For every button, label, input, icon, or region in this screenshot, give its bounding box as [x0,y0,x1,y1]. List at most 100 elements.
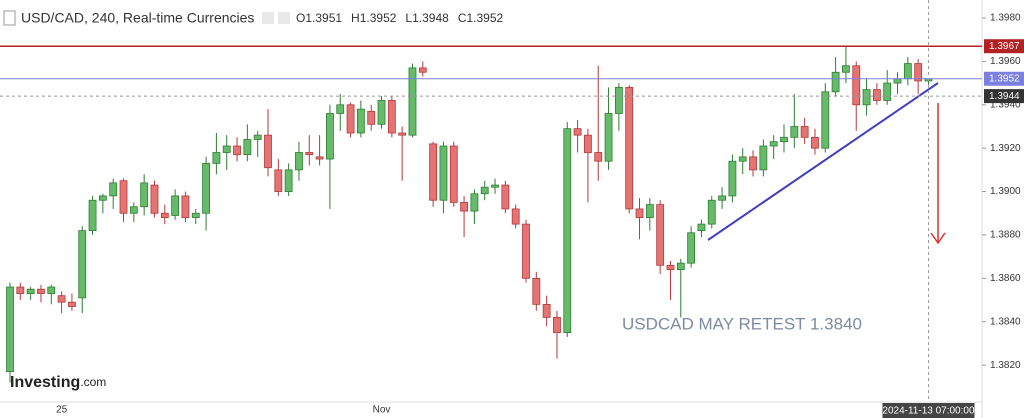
candle-body [212,152,221,164]
candle-body [57,295,66,303]
icon [3,10,16,26]
candle-body [676,262,685,271]
candle-body [243,139,252,156]
candle-body [553,316,561,333]
candle-body [656,204,665,266]
logo-text: Investing [10,374,80,391]
candle-body [202,162,210,214]
candle-body [697,223,706,232]
candle-body [594,152,603,162]
candle-body [387,100,396,134]
candle-body [728,160,737,197]
candle-body [222,145,231,153]
candle-body [129,206,138,214]
candle-body [842,65,850,73]
candle-body [68,301,76,307]
candle-body [356,108,365,134]
candle-body [439,145,448,201]
candle-body [253,134,262,140]
candle-body [98,195,107,201]
candle-body [429,143,438,201]
ohlc-label: L1.3948 [405,11,449,25]
logo: Investing.com [10,374,106,391]
candle-body [191,212,200,219]
candle-body [377,100,386,125]
candle-body [749,156,757,171]
y-tick-label: 1.3960 [990,56,1021,67]
candle-body [315,156,324,160]
candle-body [491,184,499,188]
price-box [984,39,1024,54]
icon[interactable] [262,12,274,24]
candle-body [26,288,35,294]
candle-body [645,204,654,219]
candle-body [821,91,830,149]
candle-body [284,169,293,192]
candle-body [718,195,726,201]
candle-body [573,128,582,136]
candle-body [852,65,861,106]
candle-body [883,82,892,101]
trend-line [707,82,939,241]
candle-body [522,223,530,279]
candle-body [759,145,768,171]
candle-body [119,180,128,214]
candle-body [480,186,489,195]
candle-body [6,286,14,373]
y-tick-label: 1.3920 [990,143,1021,154]
x-tick-label: Nov [373,405,391,416]
candle-body [470,193,479,212]
candle-body [305,152,314,156]
candle-body [532,277,541,305]
candle-body [78,230,87,299]
candle-body [88,199,97,232]
ohlc-label: C1.3952 [458,11,504,25]
candle-body [872,89,881,101]
price-box [984,89,1024,104]
y-tick-label: 1.3820 [990,360,1021,371]
chart-title: USD/CAD, 240, Real-time Currencies [21,10,254,26]
candle-body [160,212,169,219]
logo-text: .com [80,375,106,389]
candle-body [140,182,149,208]
y-tick-label: 1.3860 [990,273,1021,284]
candle-body [862,89,871,106]
candle-body [666,264,675,271]
candle-body [903,63,912,80]
candle-body [687,232,696,264]
y-tick-label: 1.3840 [990,316,1021,327]
price-label: 1.3944 [989,91,1020,102]
icon[interactable] [278,12,290,24]
crosshair-label: 2024-11-13 07:00:00 [882,406,975,417]
candle-body [635,208,644,219]
candle-body [790,126,799,138]
candle-body [625,87,634,210]
arrow-head [930,232,946,245]
crosshair-box [882,403,975,418]
candle-body [171,195,180,216]
candle-body [707,199,716,225]
candle-body [264,134,272,169]
candle-body [584,134,592,153]
candle-body [460,202,468,212]
candle-body [16,286,25,294]
candle-body [418,67,427,73]
candle-body [501,184,510,210]
ohlc-label: H1.3952 [351,11,397,25]
candle-body [367,110,376,125]
candle-body [109,182,118,197]
candle-body [449,145,458,203]
candle-body [769,141,778,147]
price-label: 1.3967 [989,41,1020,52]
candle-body [780,136,788,143]
candle-body [542,303,551,318]
candle-body [295,152,303,171]
candle-body [563,128,572,333]
candle-body [274,169,283,192]
candle-body [831,71,840,93]
candle-body [233,145,241,156]
candle-body [408,67,417,136]
candle-body [336,104,345,114]
candle-body [914,63,923,82]
